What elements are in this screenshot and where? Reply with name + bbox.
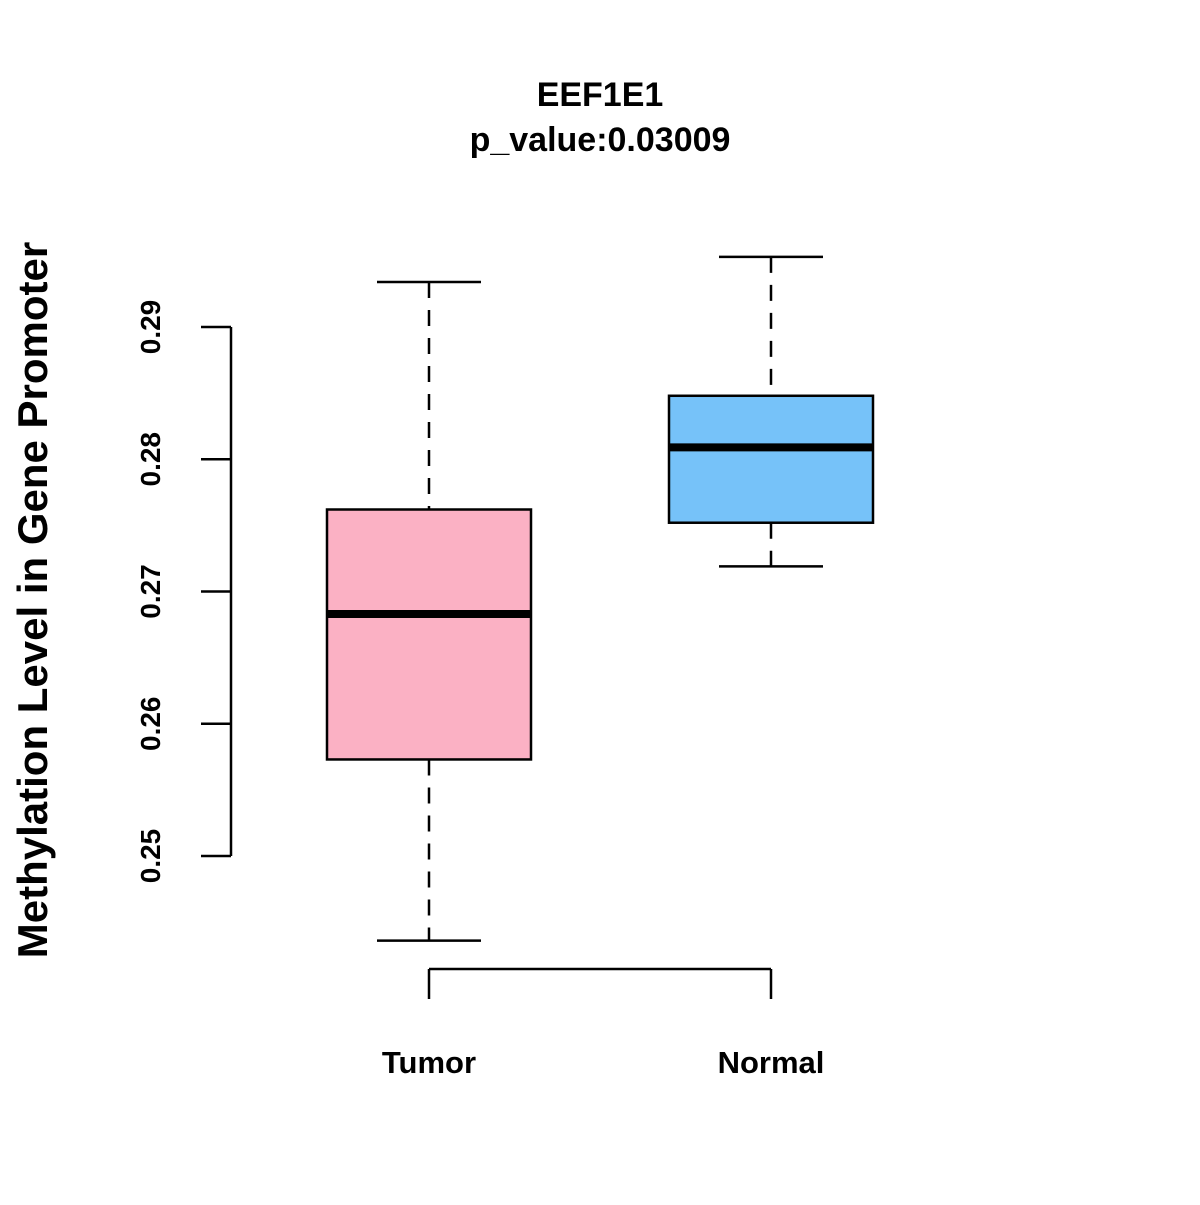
x-tick-label: Tumor [382, 1045, 476, 1080]
x-tick-label: Normal [718, 1045, 825, 1080]
boxes [325, 255, 875, 942]
y-axis-label: Methylation Level in Gene Promoter [9, 242, 56, 958]
box-normal [667, 255, 875, 568]
y-tick-label: 0.28 [135, 432, 166, 487]
y-tick-label: 0.27 [135, 564, 166, 619]
x-axis: Tumor Normal [382, 967, 825, 1080]
chart-title: EEF1E1 [537, 76, 664, 114]
iqr-box [325, 508, 533, 761]
y-tick-label: 0.26 [135, 697, 166, 752]
chart-subtitle: p_value:0.03009 [470, 121, 731, 159]
y-tick-label: 0.25 [135, 829, 166, 884]
y-axis: 0.25 0.26 0.27 0.28 0.29 [135, 300, 233, 884]
y-tick-label: 0.29 [135, 300, 166, 355]
iqr-box [667, 394, 875, 524]
box-tumor [325, 280, 533, 942]
